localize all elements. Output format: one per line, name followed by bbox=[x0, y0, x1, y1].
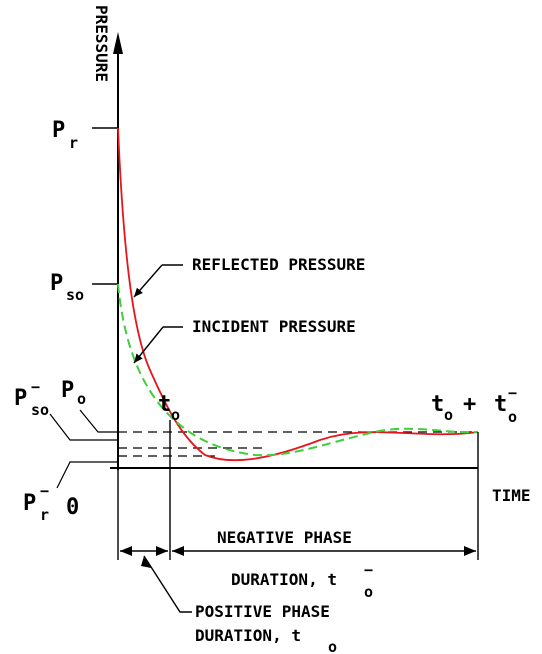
positive-phase-leader-arrow bbox=[141, 556, 151, 568]
negative-duration-arrow-left bbox=[172, 546, 184, 556]
label-p-so: P so bbox=[50, 271, 84, 304]
t-o-sub: o bbox=[171, 406, 180, 424]
t-o-plus-sup2: − bbox=[508, 384, 517, 402]
reflected-pressure-label: REFLECTED PRESSURE bbox=[192, 255, 365, 274]
incident-pressure-label: INCIDENT PRESSURE bbox=[192, 317, 356, 336]
incident-arrow bbox=[133, 326, 164, 364]
positive-duration-arrow-left bbox=[120, 546, 132, 556]
negative-duration-text: DURATION, t bbox=[231, 570, 337, 589]
negative-duration-sup: − bbox=[364, 561, 373, 579]
p-r-base: P bbox=[52, 118, 65, 143]
positive-duration-text: DURATION, t bbox=[195, 626, 301, 645]
p-so-sub: so bbox=[66, 286, 84, 304]
positive-phase-leader bbox=[143, 555, 192, 613]
negative-phase-label-line2: DURATION, t − o bbox=[231, 561, 373, 601]
positive-duration-arrow-right bbox=[156, 546, 168, 556]
label-t-o: t o bbox=[158, 392, 180, 424]
p-r-neg-base: P bbox=[23, 491, 36, 516]
negative-duration-arrow-right bbox=[464, 546, 476, 556]
p-so-neg-base: P bbox=[14, 386, 27, 411]
p-r-sub: r bbox=[69, 134, 78, 152]
reference-lines bbox=[118, 431, 478, 457]
positive-phase-label-line2: DURATION, t o bbox=[195, 626, 337, 654]
negative-duration-sub: o bbox=[364, 583, 373, 601]
y-axis-arrowhead bbox=[113, 32, 123, 54]
duration-extension-lines bbox=[117, 420, 479, 560]
leader-p-r-neg bbox=[56, 461, 118, 489]
x-axis-label: TIME bbox=[492, 486, 531, 505]
label-p-o: P o bbox=[61, 378, 86, 408]
positive-phase-label-line1: POSITIVE PHASE bbox=[195, 602, 330, 621]
zero-label: 0 bbox=[66, 495, 79, 520]
negative-phase-label-line1: NEGATIVE PHASE bbox=[217, 528, 352, 547]
label-t-o-plus-t-o-neg: t o + t − o bbox=[431, 384, 517, 426]
duration-dimension-arrows bbox=[120, 546, 476, 556]
y-axis-label: PRESSURE bbox=[92, 5, 111, 82]
t-o-plus-sub2: o bbox=[508, 408, 517, 426]
positive-duration-sub: o bbox=[328, 638, 337, 654]
p-o-sub: o bbox=[77, 390, 86, 408]
t-o-plus-sub1: o bbox=[444, 406, 453, 424]
label-p-r: P r bbox=[52, 118, 78, 152]
p-r-neg-sub: r bbox=[40, 506, 49, 524]
incident-pressure-curve bbox=[117, 283, 479, 457]
label-p-r-neg: P − r bbox=[23, 482, 49, 524]
t-o-base: t bbox=[158, 392, 171, 417]
label-p-so-neg: P − so bbox=[14, 378, 49, 419]
leader-p-o bbox=[79, 409, 118, 433]
negative-pressure-leaders bbox=[49, 409, 118, 489]
reflected-pressure-curve bbox=[117, 127, 479, 462]
leader-p-so-neg bbox=[49, 413, 118, 441]
t-o-plus-op: + bbox=[463, 392, 476, 417]
t-o-plus-base1: t bbox=[431, 392, 444, 417]
p-so-base: P bbox=[50, 271, 63, 296]
p-r-neg-sup: − bbox=[40, 482, 49, 500]
p-o-base: P bbox=[61, 378, 74, 403]
p-so-neg-sup: − bbox=[31, 378, 40, 396]
t-o-plus-base2: t bbox=[494, 392, 507, 417]
reflected-arrow bbox=[133, 264, 163, 298]
axes bbox=[92, 32, 478, 470]
p-so-neg-sub: so bbox=[31, 401, 49, 419]
